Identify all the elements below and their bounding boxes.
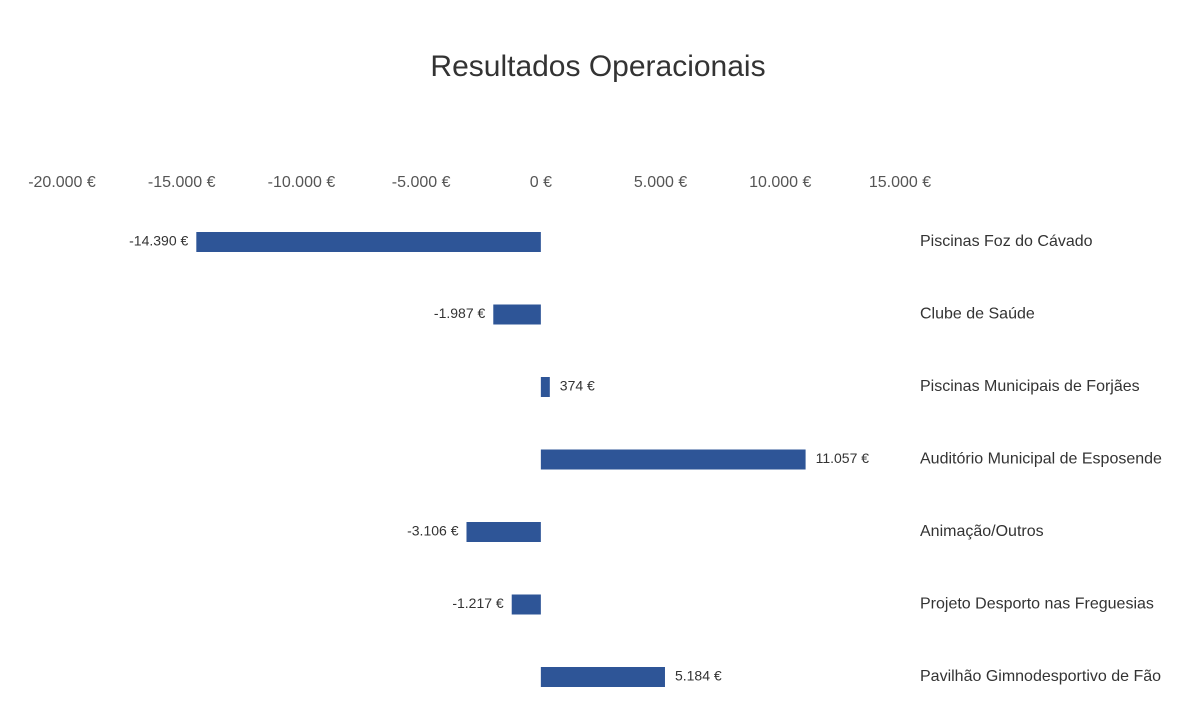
bar: [511, 594, 541, 615]
bar: [196, 232, 541, 252]
x-tick-label: 5.000 €: [634, 174, 687, 191]
x-tick-label: -20.000 €: [28, 174, 96, 191]
category-label: Auditório Municipal de Esposende: [920, 451, 1162, 468]
bar: [493, 304, 541, 325]
value-label: -1.217 €: [452, 595, 504, 611]
value-label: 374 €: [560, 378, 595, 394]
x-tick-label: -5.000 €: [392, 174, 451, 191]
x-tick-label: 10.000 €: [749, 174, 811, 191]
value-label: -1.987 €: [434, 305, 486, 321]
category-label: Piscinas Foz do Cávado: [920, 233, 1093, 250]
value-label: -14.390 €: [129, 233, 188, 249]
category-label: Clube de Saúde: [920, 306, 1035, 323]
category-label: Projeto Desporto nas Freguesias: [920, 596, 1154, 613]
value-label: 5.184 €: [675, 668, 722, 684]
category-label: Pavilhão Gimnodesportivo de Fão: [920, 668, 1161, 685]
bar: [540, 377, 550, 397]
category-label: Animação/Outros: [920, 523, 1044, 540]
bar: [540, 449, 806, 470]
bar: [466, 522, 541, 542]
x-tick-label: -15.000 €: [148, 174, 216, 191]
bar: [540, 667, 665, 687]
value-label: 11.057 €: [816, 450, 870, 466]
x-tick-label: 0 €: [530, 174, 552, 191]
x-tick-label: 15.000 €: [869, 174, 931, 191]
value-label: -3.106 €: [407, 523, 459, 539]
chart-title: Resultados Operacionais: [430, 50, 765, 83]
x-tick-label: -10.000 €: [268, 174, 336, 191]
category-label: Piscinas Municipais de Forjães: [920, 378, 1140, 395]
